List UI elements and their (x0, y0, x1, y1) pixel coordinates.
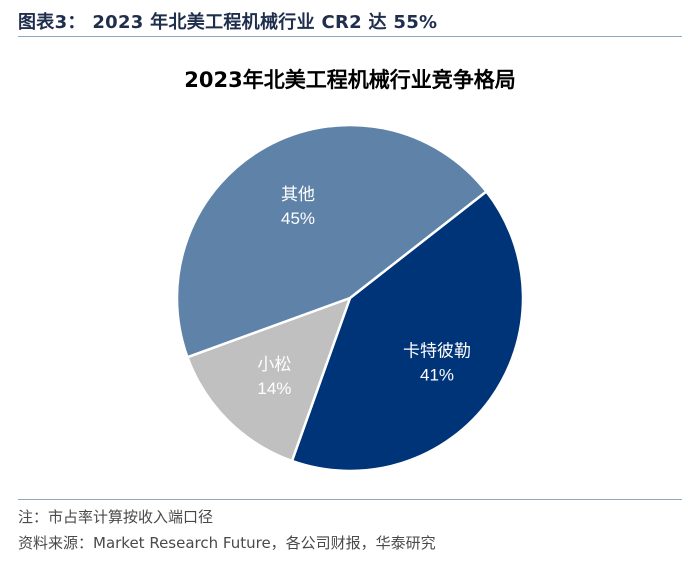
pie-slice-others (175, 123, 488, 359)
footer-divider (18, 499, 682, 500)
figure-title: 2023 年北美工程机械行业 CR2 达 55% (92, 12, 438, 33)
pie-slice-caterpillar (290, 190, 525, 473)
slice-label-others: 其他 (281, 185, 315, 205)
slice-label-komatsu: 小松 (257, 355, 291, 375)
chart-title: 2023年北美工程机械行业竞争格局 (184, 68, 516, 92)
pie-slice-komatsu (186, 296, 352, 463)
slice-value-others: 45% (281, 209, 315, 228)
slice-value-komatsu: 14% (257, 379, 291, 398)
header-divider (18, 36, 682, 37)
slice-value-caterpillar: 41% (420, 366, 454, 385)
source-note: 资料来源：Market Research Future，各公司财报，华泰研究 (18, 534, 436, 552)
slice-label-caterpillar: 卡特彼勒 (403, 342, 471, 362)
figure-heading: 图表3： 2023 年北美工程机械行业 CR2 达 55% (18, 8, 437, 34)
figure-label: 图表3： (18, 12, 86, 33)
footnote: 注：市占率计算按收入端口径 (18, 508, 214, 526)
